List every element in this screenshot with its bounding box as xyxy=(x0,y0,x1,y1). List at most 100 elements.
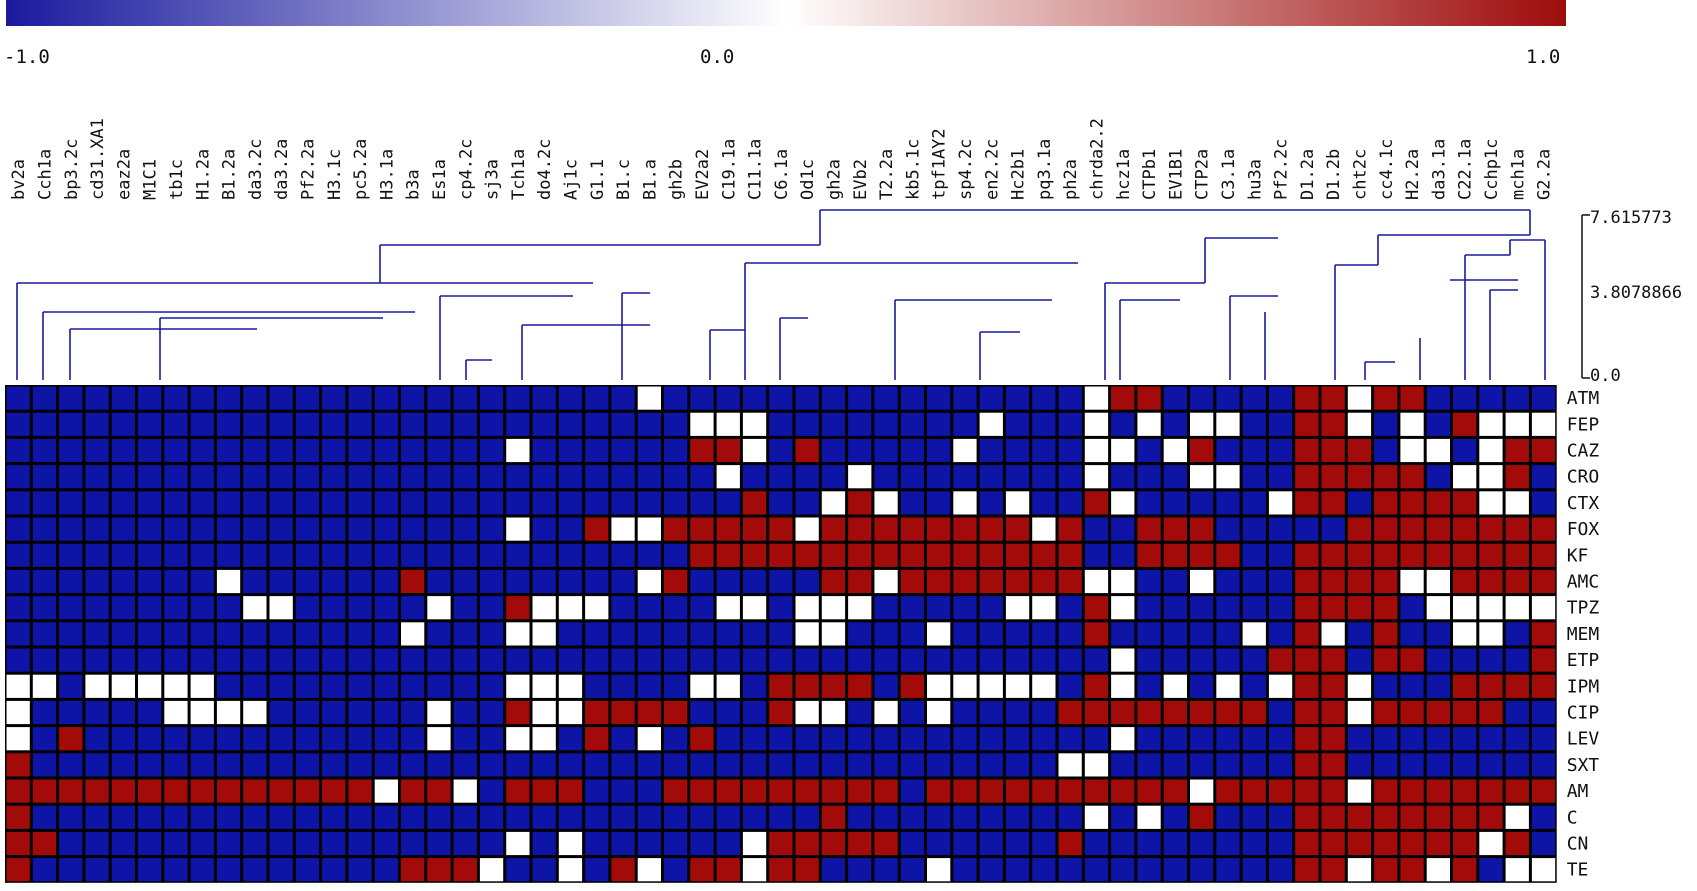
heatmap-cell xyxy=(1005,412,1030,436)
heatmap-cell xyxy=(821,517,846,541)
heatmap-cell xyxy=(1163,753,1187,777)
heatmap-cell xyxy=(1137,648,1161,672)
heatmap-cell xyxy=(32,622,57,646)
column-label: Od1c xyxy=(798,159,818,200)
heatmap-cell xyxy=(900,517,924,541)
heatmap-cell xyxy=(348,753,372,777)
heatmap-cell xyxy=(1190,569,1214,594)
heatmap-cell xyxy=(295,648,320,672)
heatmap-cell xyxy=(1111,674,1135,698)
heatmap-cell xyxy=(1347,491,1372,515)
heatmap-cell xyxy=(1163,596,1187,620)
column-label: C22.1a xyxy=(1456,139,1476,200)
heatmap-cell xyxy=(216,386,241,410)
heatmap-cell xyxy=(1400,779,1424,803)
heatmap-cell xyxy=(164,569,188,594)
heatmap-cell xyxy=(32,858,57,882)
heatmap-cell xyxy=(32,412,57,436)
heatmap-cell xyxy=(190,727,214,751)
heatmap-cell xyxy=(216,700,241,725)
heatmap-cell xyxy=(1242,517,1266,541)
heatmap-cell xyxy=(1137,622,1161,646)
heatmap-cell xyxy=(1137,517,1161,541)
heatmap-cell xyxy=(742,517,767,541)
heatmap-cell xyxy=(374,491,398,515)
heatmap-cell xyxy=(1531,543,1556,567)
heatmap-cell xyxy=(479,596,504,620)
heatmap-cell xyxy=(690,831,714,856)
heatmap-cell xyxy=(1374,543,1398,567)
heatmap-cell xyxy=(637,779,661,803)
heatmap-cell xyxy=(874,465,898,489)
heatmap-cell xyxy=(1216,465,1240,489)
heatmap-cell xyxy=(1374,412,1398,436)
heatmap-cell xyxy=(1453,805,1477,829)
heatmap-cell xyxy=(953,805,977,829)
heatmap-cell xyxy=(1453,753,1477,777)
heatmap-cell xyxy=(1453,386,1477,410)
heatmap-cell xyxy=(59,700,83,725)
heatmap-cell xyxy=(611,465,635,489)
heatmap-cell xyxy=(374,386,398,410)
heatmap-cell xyxy=(6,569,30,594)
heatmap-cell xyxy=(1400,491,1424,515)
heatmap-cell xyxy=(32,465,57,489)
column-label: do4.2c xyxy=(535,139,555,200)
heatmap-cell xyxy=(401,622,425,646)
heatmap-cell xyxy=(1374,438,1398,463)
heatmap-cell xyxy=(1163,491,1187,515)
heatmap-cell xyxy=(1505,805,1529,829)
heatmap-cell xyxy=(1374,491,1398,515)
heatmap-cell xyxy=(479,727,504,751)
heatmap-cell xyxy=(558,569,583,594)
heatmap-cell xyxy=(295,805,320,829)
heatmap-cell xyxy=(611,805,635,829)
heatmap-cell xyxy=(1005,831,1030,856)
heatmap-cell xyxy=(1295,727,1319,751)
heatmap-cell xyxy=(1374,700,1398,725)
heatmap-cell xyxy=(927,674,951,698)
heatmap-cell xyxy=(1479,831,1503,856)
heatmap-cell xyxy=(1163,700,1187,725)
heatmap-cell xyxy=(6,753,30,777)
heatmap-cell xyxy=(848,543,872,567)
heatmap-cell xyxy=(900,543,924,567)
heatmap-cell xyxy=(6,412,30,436)
heatmap-cell xyxy=(322,386,346,410)
heatmap-cell xyxy=(269,438,293,463)
heatmap-cell xyxy=(532,753,556,777)
column-label: mch1a xyxy=(1508,149,1528,200)
heatmap-cell xyxy=(769,596,793,620)
heatmap-cell xyxy=(164,805,188,829)
heatmap-cell xyxy=(742,622,767,646)
heatmap-cell xyxy=(216,543,241,567)
heatmap-cell xyxy=(1347,543,1372,567)
heatmap-cell xyxy=(716,465,740,489)
heatmap-cell xyxy=(1005,622,1030,646)
heatmap-cell xyxy=(1058,412,1082,436)
heatmap-cell xyxy=(1321,596,1345,620)
heatmap-cell xyxy=(1216,727,1240,751)
heatmap-cell xyxy=(900,700,924,725)
heatmap-cell xyxy=(585,831,609,856)
heatmap-cell xyxy=(269,727,293,751)
heatmap-cell xyxy=(374,596,398,620)
heatmap-cell xyxy=(85,727,109,751)
heatmap-cell xyxy=(611,779,635,803)
heatmap-cell xyxy=(795,438,819,463)
heatmap-cell xyxy=(664,569,688,594)
heatmap-cell xyxy=(664,543,688,567)
heatmap-cell xyxy=(1426,753,1450,777)
heatmap-cell xyxy=(453,465,477,489)
heatmap-cell xyxy=(1190,438,1214,463)
heatmap-cell xyxy=(585,386,609,410)
heatmap-cell xyxy=(795,753,819,777)
heatmap-cell xyxy=(1032,596,1056,620)
heatmap-cell xyxy=(479,674,504,698)
heatmap-cell xyxy=(1216,596,1240,620)
heatmap-cell xyxy=(1242,648,1266,672)
row-label: C xyxy=(1567,807,1578,828)
heatmap-cell xyxy=(742,438,767,463)
heatmap-cell xyxy=(821,779,846,803)
heatmap-cell xyxy=(953,438,977,463)
